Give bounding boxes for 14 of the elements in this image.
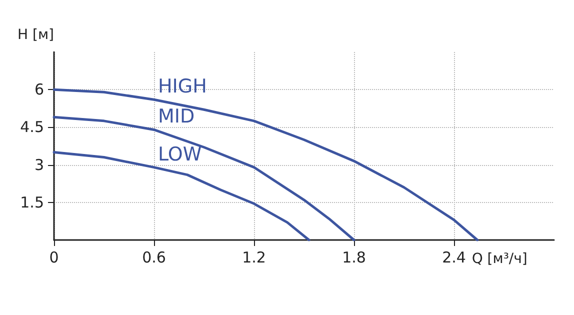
y-tick-label: 6 — [34, 80, 44, 99]
x-axis-title: Q [м³/ч] — [472, 251, 528, 267]
x-tick-label: 1.8 — [342, 248, 366, 266]
y-tick-label: 4.5 — [20, 118, 44, 136]
x-tick-label: 0 — [49, 248, 59, 266]
y-tick-label: 3 — [34, 156, 44, 174]
series-label: HIGH — [158, 76, 207, 98]
y-tick-label: 1.5 — [20, 193, 44, 212]
y-axis-title: H [м] — [18, 27, 54, 43]
series-label: MID — [158, 106, 195, 128]
series-label: LOW — [158, 143, 202, 166]
x-tick-label: 2.4 — [442, 248, 466, 266]
x-tick-label: 0.6 — [142, 248, 166, 266]
x-tick-label: 1.2 — [242, 248, 266, 266]
